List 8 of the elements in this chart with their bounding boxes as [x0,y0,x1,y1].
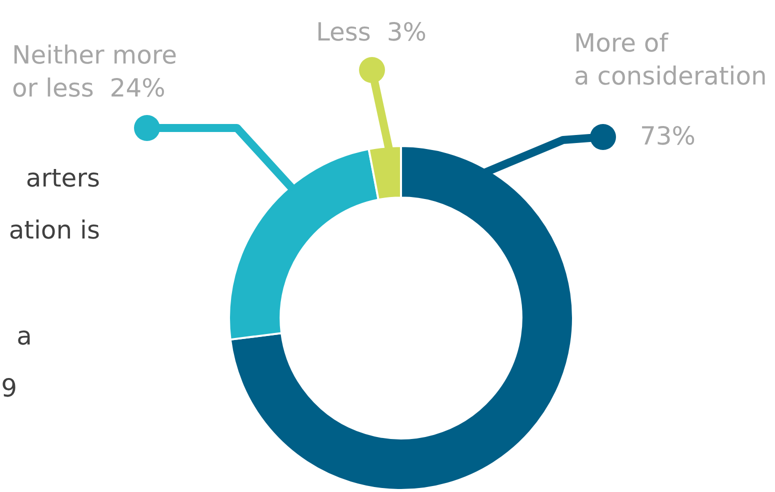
slice-label: Less 3% [316,18,426,46]
text: arters [26,164,100,192]
data-label: 73% [640,122,696,150]
text: 9 [1,374,17,402]
slice-label: Neither more or less 24% [12,40,178,102]
slice-label: More of a consideration [574,28,767,90]
text: ation is [8,216,100,244]
text: a [16,322,32,350]
